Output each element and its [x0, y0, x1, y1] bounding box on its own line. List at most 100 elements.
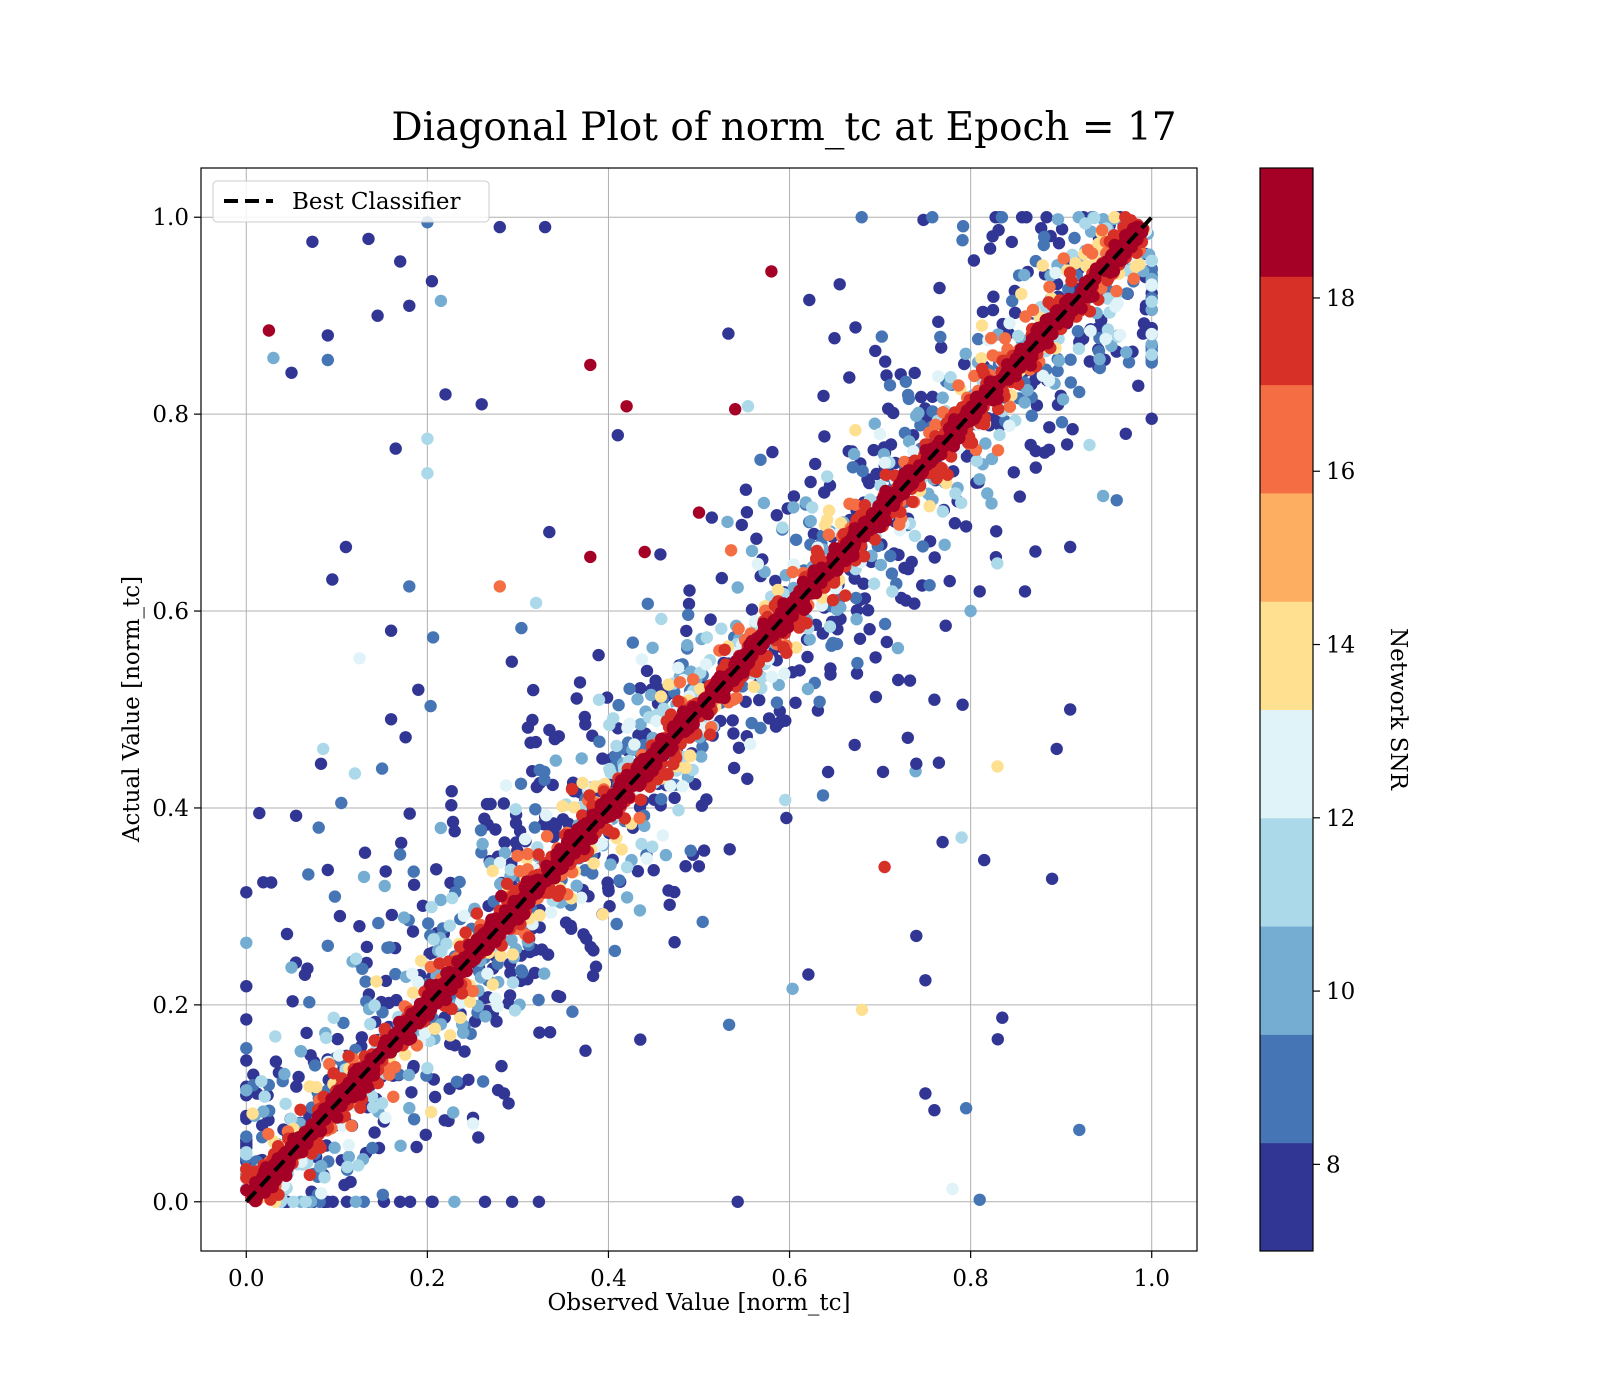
scatter-point: [405, 1086, 418, 1099]
scatter-point: [695, 750, 708, 763]
colorbar-band: [1260, 492, 1313, 602]
scatter-point: [1095, 223, 1109, 237]
scatter-point: [715, 571, 728, 585]
scatter-point: [500, 877, 514, 890]
scatter-point: [774, 608, 787, 621]
scatter-point: [1024, 438, 1037, 452]
scatter-point: [298, 968, 312, 981]
scatter-point: [421, 467, 434, 480]
scatter-point: [757, 496, 771, 510]
scatter-point: [1043, 421, 1056, 434]
scatter-point: [750, 532, 763, 545]
scatter-point: [384, 624, 398, 637]
scatter-point: [1068, 231, 1081, 245]
scatter-point: [910, 929, 923, 943]
scatter-point: [1060, 438, 1074, 451]
scatter-points: [240, 211, 1158, 1209]
scatter-point: [676, 780, 689, 793]
scatter-point: [906, 495, 919, 508]
scatter-point: [1012, 329, 1025, 343]
scatter-point: [731, 581, 744, 594]
scatter-point: [342, 1150, 355, 1163]
scatter-point: [364, 1017, 377, 1031]
scatter-point: [634, 1033, 647, 1046]
scatter-point: [410, 1140, 423, 1154]
scatter-point: [781, 621, 795, 634]
scatter-point: [340, 1195, 354, 1209]
scatter-point: [593, 735, 606, 748]
scatter-point: [1099, 332, 1112, 346]
scatter-point: [411, 975, 425, 989]
scatter-point: [995, 211, 1009, 224]
scatter-point: [973, 1193, 986, 1207]
scatter-point: [240, 1162, 253, 1176]
scatter-point: [353, 652, 366, 665]
scatter-point: [1049, 266, 1062, 280]
scatter-point: [991, 760, 1004, 773]
scatter-point: [476, 1075, 490, 1088]
scatter-point: [952, 379, 965, 392]
x-tick-label: 1.0: [1133, 1266, 1170, 1292]
colorbar-band: [1260, 168, 1313, 277]
scatter-point: [495, 889, 508, 903]
scatter-point: [932, 756, 946, 769]
scatter-point: [438, 1114, 451, 1127]
scatter-point: [489, 992, 502, 1005]
scatter-point: [403, 807, 416, 820]
scatter-point: [344, 1175, 357, 1189]
scatter-point: [908, 597, 921, 610]
scatter-point: [516, 966, 529, 979]
scatter-point: [611, 429, 624, 442]
scatter-point: [934, 330, 947, 344]
colorbar-label: Network SNR: [1385, 628, 1411, 791]
scatter-point: [886, 585, 899, 598]
scatter-point: [447, 1106, 460, 1119]
scatter-point: [543, 1026, 557, 1039]
scatter-point: [656, 829, 669, 842]
colorbar-tick-label: 16: [1326, 459, 1355, 485]
scatter-point: [870, 467, 883, 481]
scatter-point: [321, 863, 334, 877]
scatter-point: [810, 552, 823, 565]
scatter-point: [321, 353, 334, 367]
scatter-point: [943, 574, 956, 588]
scatter-point: [724, 544, 738, 557]
scatter-point: [793, 664, 806, 677]
scatter-point: [1019, 310, 1032, 323]
scatter-point: [1003, 317, 1016, 330]
scatter-point: [831, 564, 844, 577]
scatter-point: [424, 699, 437, 713]
scatter-point: [443, 919, 456, 932]
scatter-point: [240, 1146, 253, 1159]
scatter-point: [638, 545, 651, 559]
scatter-point: [928, 551, 941, 564]
scatter-point: [843, 497, 856, 510]
scatter-point: [901, 731, 914, 744]
x-axis-label: Observed Value [norm_tc]: [548, 1290, 851, 1316]
scatter-point: [956, 698, 969, 711]
colorbar-tick-label: 18: [1326, 286, 1355, 312]
scatter-point: [803, 633, 816, 646]
scatter-point: [646, 641, 659, 654]
scatter-point: [1065, 274, 1078, 288]
scatter-point: [850, 613, 863, 626]
scatter-point: [631, 693, 644, 706]
scatter-point: [481, 967, 494, 980]
scatter-point: [478, 812, 491, 825]
scatter-point: [321, 939, 334, 952]
scatter-point: [255, 1075, 268, 1088]
scatter-point: [502, 1097, 515, 1110]
scatter-point: [1073, 385, 1086, 399]
scatter-point: [907, 445, 920, 458]
scatter-point: [303, 1168, 316, 1182]
scatter-point: [453, 875, 466, 889]
scatter-point: [772, 678, 785, 692]
scatter-point: [294, 1103, 307, 1117]
scatter-point: [704, 613, 717, 626]
scatter-point: [1064, 703, 1077, 716]
scatter-point: [547, 817, 560, 830]
scatter-point: [1088, 211, 1101, 225]
scatter-point: [1015, 287, 1028, 301]
scatter-point: [355, 1031, 368, 1044]
scatter-point: [246, 1107, 259, 1120]
